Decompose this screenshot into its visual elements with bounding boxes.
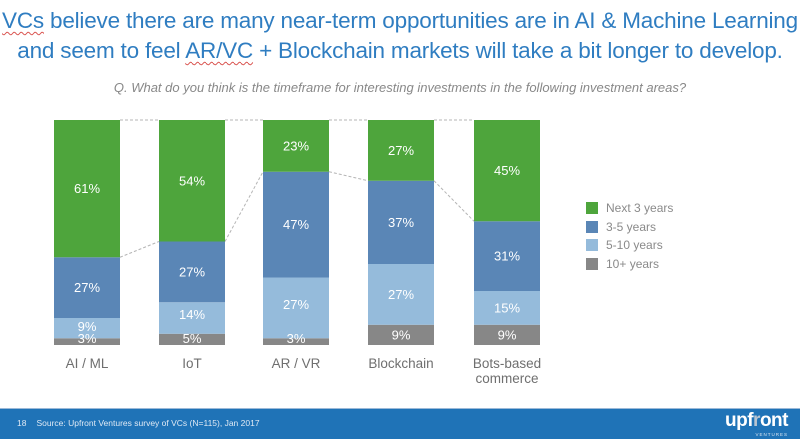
bar-segment-next-3-years (474, 120, 540, 222)
data-label: 27% (74, 280, 100, 295)
upfront-logo: upfront VENTURES (725, 410, 789, 437)
headline-line-1: VCs believe there are many near-term opp… (0, 6, 800, 36)
bar-segment-3-5-years (54, 257, 120, 318)
logo-part-a: upf (725, 410, 754, 431)
data-label: 14% (179, 307, 205, 322)
bar-segment-5-10-years (159, 302, 225, 334)
data-label: 9% (498, 327, 517, 342)
legend-label: 5-10 years (606, 238, 663, 253)
legend-swatch (586, 257, 598, 270)
bar-segment-10-years (474, 324, 540, 345)
source-text: Source: Upfront Ventures survey of VCs (… (36, 418, 260, 428)
legend-item-next-3-years: Next 3 years (586, 199, 673, 218)
data-label: 9% (392, 327, 411, 342)
data-label: 27% (283, 297, 309, 312)
data-label: 45% (494, 163, 520, 178)
bar-ai-ml: 3%9% 27% 61% (54, 120, 120, 346)
legend-swatch (586, 220, 598, 233)
legend-label: Next 3 years (606, 201, 674, 216)
data-label: 37% (388, 215, 414, 230)
data-label: 54% (179, 173, 205, 188)
bar-iot: 5% 14% 27% 54% (159, 120, 225, 346)
logo-part-r: r (753, 410, 760, 431)
data-label: 3% (78, 331, 97, 346)
source-note: 18 Source: Upfront Ventures survey of VCs… (17, 418, 260, 428)
headline-arvc: AR/VC (185, 38, 254, 63)
data-label: 47% (283, 217, 309, 232)
footer-bar: 18 Source: Upfront Ventures survey of VCs… (0, 408, 800, 439)
bar-segment-3-5-years (474, 221, 540, 291)
legend-item-5-10-years: 5-10 years (586, 236, 673, 255)
bar-bots-based-commerce: 9% 15% 31% 45% (474, 120, 540, 345)
connector-line-green-boundary (119, 241, 160, 258)
data-label: 5% (183, 331, 202, 346)
data-label: 31% (494, 249, 520, 264)
bar-segment-5-10-years (263, 277, 329, 339)
bar-segment-3-5-years (159, 241, 225, 303)
stacked-bar-chart: 3%9%27%61%AI / ML5%14%27%54%IoT3%27%47%2… (54, 119, 541, 386)
data-label: 15% (494, 300, 520, 315)
headline-line-2: and seem to feel AR/VC + Blockchain mark… (0, 36, 800, 66)
bar-segment-3-5-years (368, 180, 434, 264)
bar-ar-vr: 3% 27% 47% 23% (263, 120, 329, 346)
data-label: 9% (78, 319, 97, 334)
connector-line-green-boundary (433, 180, 475, 222)
headline-vcs: VCs (2, 8, 44, 33)
chart-legend: Next 3 years 3-5 years 5-10 years 10+ years (586, 199, 673, 273)
survey-question: Q. What do you think is the timeframe fo… (113, 80, 687, 95)
data-label: 61% (74, 181, 100, 196)
category-label: Blockchain (368, 356, 433, 371)
connector-lines (119, 119, 475, 258)
bar-segment-5-10-years (474, 291, 540, 325)
data-label: 27% (388, 287, 414, 302)
bar-segment-next-3-years (54, 120, 120, 258)
legend-swatch (586, 239, 598, 252)
bar-segment-3-5-years (263, 171, 329, 278)
headline: VCs believe there are many near-term opp… (0, 6, 800, 66)
bar-segment-10-years (263, 338, 329, 345)
bar-segment-5-10-years (54, 318, 120, 339)
bar-segment-10-years (159, 333, 225, 345)
category-label: commerce (475, 371, 538, 386)
bar-segment-next-3-years (368, 120, 434, 181)
bar-blockchain: 9% 27% 37% 27% (368, 120, 434, 345)
logo-wordmark: upfront (725, 410, 789, 432)
bar-segment-5-10-years (368, 264, 434, 325)
data-label: 27% (179, 264, 205, 279)
category-label: AI / ML (66, 356, 109, 371)
headline-line-1-text: believe there are many near-term opportu… (43, 8, 798, 33)
data-label: 3% (287, 331, 306, 346)
logo-part-b: ont (759, 410, 789, 431)
category-label: AR / VR (272, 356, 321, 371)
page-number: 18 (17, 418, 27, 428)
category-label: Bots-based (473, 356, 541, 371)
legend-item-10-years: 10+ years (586, 255, 673, 274)
data-label: 27% (388, 143, 414, 158)
logo-subtitle: VENTURES (755, 432, 788, 437)
bar-segment-10-years (368, 324, 434, 345)
connector-line-green-boundary (224, 171, 264, 242)
category-label: IoT (182, 356, 202, 371)
data-label: 23% (283, 138, 309, 153)
bar-segment-10-years (54, 338, 120, 345)
legend-label: 10+ years (606, 256, 660, 271)
headline-line-2-text: + Blockchain markets will take a bit lon… (253, 38, 783, 63)
headline-line-2-pre: and seem to feel (17, 38, 186, 63)
legend-label: 3-5 years (606, 219, 657, 234)
legend-swatch (586, 202, 598, 215)
bar-segment-next-3-years (263, 120, 329, 172)
legend-item-3-5-years: 3-5 years (586, 218, 673, 237)
bar-segment-next-3-years (159, 120, 225, 242)
connector-line-green-boundary (328, 171, 369, 182)
